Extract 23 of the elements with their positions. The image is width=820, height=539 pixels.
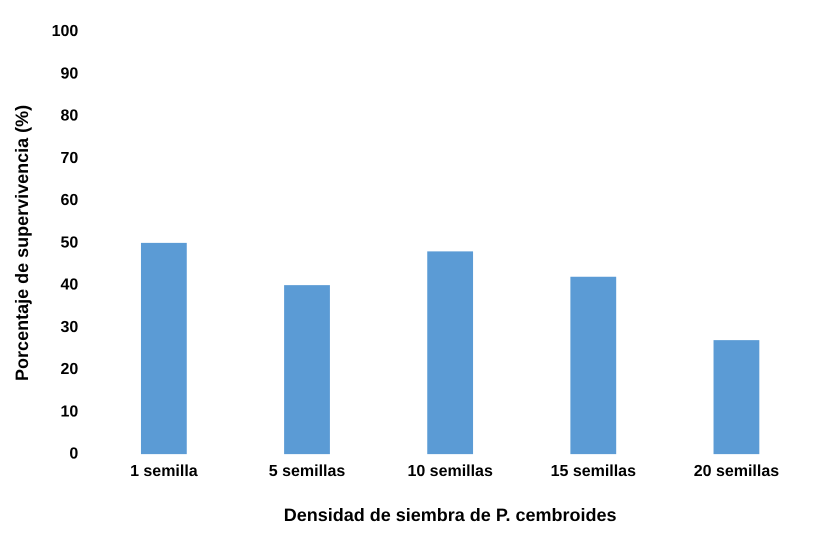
y-axis-title: Porcentaje de supervivencia (%) (12, 104, 32, 381)
bar (714, 340, 760, 454)
y-tick-label: 80 (60, 108, 78, 125)
bar (427, 251, 474, 454)
x-tick-label: 1 semilla (130, 463, 198, 480)
y-tick-label: 0 (69, 446, 78, 463)
x-tick-label: 20 semillas (694, 463, 780, 480)
y-tick-label: 20 (60, 361, 78, 378)
y-tick-label: 30 (60, 318, 78, 336)
y-tick-label: 60 (60, 192, 78, 210)
x-tick-label: 10 semillas (407, 463, 493, 480)
y-tick-label: 70 (60, 150, 78, 167)
y-tick-label: 90 (60, 65, 78, 82)
bar (140, 242, 187, 454)
y-tick-label: 40 (60, 276, 78, 294)
bar (284, 285, 330, 454)
bar (570, 276, 616, 454)
x-tick-label: 15 semillas (550, 463, 636, 480)
y-tick-label: 50 (60, 234, 78, 252)
y-tick-label: 100 (52, 23, 78, 40)
y-tick-label: 10 (60, 403, 78, 420)
x-tick-label: 5 semillas (268, 463, 346, 480)
x-axis-title: Densidad de siembra de P. cembroides (284, 505, 617, 526)
